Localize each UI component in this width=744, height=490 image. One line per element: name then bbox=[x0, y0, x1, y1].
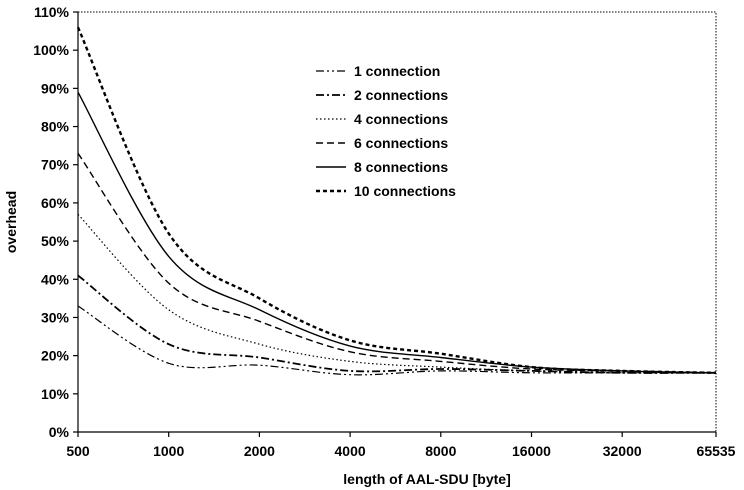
y-tick-label: 60% bbox=[41, 195, 70, 211]
x-tick-label: 1000 bbox=[153, 443, 184, 459]
legend-label: 1 connection bbox=[354, 63, 440, 79]
x-axis-title: length of AAL-SDU [byte] bbox=[343, 471, 510, 487]
legend-label: 8 connections bbox=[354, 159, 448, 175]
y-tick-label: 40% bbox=[41, 271, 70, 287]
x-tick-label: 2000 bbox=[244, 443, 275, 459]
x-tick-label: 32000 bbox=[603, 443, 642, 459]
legend-label: 6 connections bbox=[354, 135, 448, 151]
y-tick-label: 80% bbox=[41, 119, 70, 135]
y-tick-label: 0% bbox=[49, 424, 70, 440]
legend-label: 4 connections bbox=[354, 111, 448, 127]
legend-label: 2 connections bbox=[354, 87, 448, 103]
x-tick-label: 4000 bbox=[335, 443, 366, 459]
x-tick-label: 16000 bbox=[512, 443, 551, 459]
y-tick-label: 50% bbox=[41, 233, 70, 249]
y-tick-label: 70% bbox=[41, 157, 70, 173]
y-tick-label: 30% bbox=[41, 309, 70, 325]
y-tick-label: 90% bbox=[41, 80, 70, 96]
series-line-6 bbox=[76, 26, 717, 374]
x-tick-label: 65535 bbox=[697, 443, 736, 459]
legend-label: 10 connections bbox=[354, 183, 456, 199]
y-axis: 0% 10% 20% 30% 40% 50% 60% 70% 80% 90% 100% 110% bbox=[33, 4, 78, 440]
series-line-2 bbox=[77, 274, 717, 374]
y-tick-label: 10% bbox=[41, 386, 70, 402]
series-line-1 bbox=[77, 305, 716, 376]
x-tick-label: 500 bbox=[66, 443, 90, 459]
y-tick-label: 20% bbox=[41, 348, 70, 364]
y-axis-title: overhead bbox=[3, 191, 19, 253]
y-tick-label: 110% bbox=[34, 4, 70, 20]
x-tick-label: 8000 bbox=[425, 443, 456, 459]
y-tick-label: 100% bbox=[33, 42, 69, 58]
x-axis: 500 1000 2000 4000 8000 16000 32000 65535 bbox=[66, 432, 736, 459]
legend: 1 connection 2 connections 4 connections 6 … bbox=[316, 63, 456, 199]
series-lines bbox=[76, 26, 717, 376]
plot-frame bbox=[77, 11, 717, 433]
